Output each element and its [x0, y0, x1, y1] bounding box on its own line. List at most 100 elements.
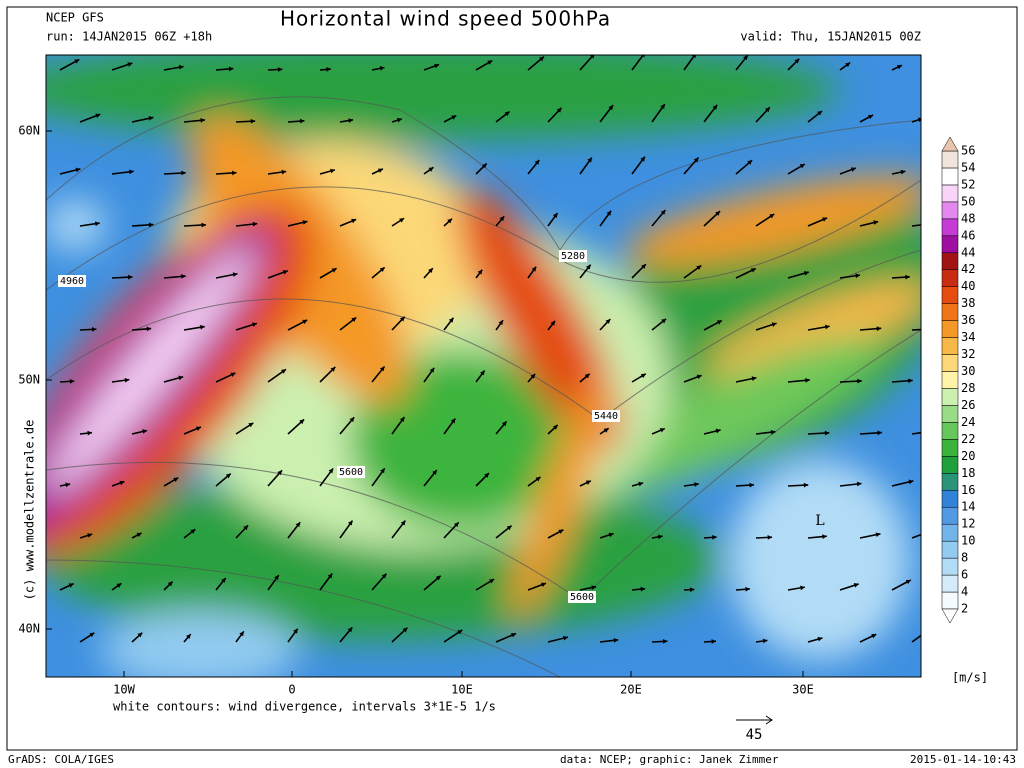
wind-arrow-head — [87, 533, 93, 538]
wind-arrow-head — [148, 115, 154, 121]
wind-arrow-head — [824, 430, 830, 436]
colorbar-label: 30 — [961, 364, 975, 378]
colorbar-label: 10 — [961, 534, 975, 548]
colorbar-label: 12 — [961, 517, 975, 531]
colorbar-label: 34 — [961, 330, 975, 344]
colorbar-over — [941, 136, 959, 152]
wind-arrow-head — [327, 573, 333, 579]
wind-arrow-head — [751, 376, 757, 382]
wind-arrow-head — [908, 378, 913, 384]
wind-vectors — [59, 55, 932, 644]
wind-arrow-head — [765, 107, 770, 113]
title: Horizontal wind speed 500hPa — [280, 7, 611, 31]
colorbar-swatch — [941, 354, 959, 372]
colorbar-label: 32 — [961, 347, 975, 361]
wind-arrow-head — [747, 160, 753, 165]
wind-arrow-head — [230, 372, 236, 377]
wind-arrow-head — [905, 579, 911, 585]
wind-arrow-head — [743, 55, 748, 61]
wind-arrow-head — [589, 55, 595, 59]
wind-arrow-head — [641, 264, 646, 269]
wind-arrow-head — [299, 419, 305, 425]
model: NCEP GFS — [46, 11, 104, 25]
credit: (c) www.modellzentrale.de — [23, 420, 37, 601]
wind-arrow-head — [295, 522, 301, 528]
wind-arrow-head — [379, 66, 385, 71]
wind-arrow-head — [429, 367, 435, 373]
colorbar-swatch — [941, 456, 959, 474]
lat-label: 40N — [18, 622, 40, 636]
wind-arrow-head — [252, 322, 257, 327]
wind-arrow-head — [799, 164, 805, 169]
wind-arrow — [911, 431, 921, 435]
wind-arrow-head — [696, 265, 702, 271]
wind-arrow-head — [856, 481, 862, 487]
wind-arrow-head — [558, 529, 564, 534]
colorbar-swatch — [941, 371, 959, 389]
contour-label-box — [559, 250, 587, 262]
wind-arrow-head — [586, 264, 591, 270]
wind-arrow-head — [770, 429, 776, 435]
wind-arrow-head — [181, 274, 186, 279]
colorbar-label: 48 — [961, 211, 975, 225]
wind-arrow-head — [400, 520, 406, 526]
wind-arrow-head — [200, 117, 205, 123]
wind-arrow-head — [803, 482, 809, 488]
wind-arrow-head — [822, 534, 827, 540]
wind-arrow-head — [281, 369, 286, 374]
wind-arrow-head — [638, 481, 644, 487]
colorbar-label: 44 — [961, 245, 975, 259]
wind-arrow-head — [146, 326, 152, 332]
wind-arrow-head — [875, 532, 881, 538]
wind-arrow-head — [845, 62, 851, 68]
wind-arrow-head — [178, 375, 184, 381]
wind-arrow-head — [745, 586, 750, 592]
colorbar-label: 42 — [961, 262, 975, 276]
colorbar-swatch — [941, 523, 959, 542]
wind-arrow-head — [552, 213, 558, 218]
wind-arrow-head — [927, 327, 932, 332]
wind-arrow-head — [228, 66, 234, 72]
wind-arrow-head — [379, 366, 385, 372]
colorbar-label: 14 — [961, 500, 975, 514]
wind-arrow-head — [691, 55, 696, 59]
wind-arrow-head — [351, 218, 357, 224]
lon-label: 20E — [620, 683, 642, 697]
colorbar-label: 4 — [961, 585, 968, 599]
colorbar-swatch — [941, 269, 959, 287]
wind-arrow-head — [877, 430, 882, 436]
wind-arrow-head — [167, 581, 173, 587]
wind-arrow-head — [873, 220, 879, 225]
wind-arrow-head — [534, 159, 540, 165]
wind-arrow-head — [550, 320, 556, 326]
colorbar-swatch — [941, 218, 959, 237]
wind-arrow-head — [136, 532, 142, 538]
wind-arrow-head — [689, 587, 695, 593]
wind-arrow-head — [137, 632, 143, 638]
wind-arrow-head — [330, 366, 336, 372]
wind-arrow-head — [281, 169, 287, 175]
wind-field — [46, 55, 932, 677]
footer-right: 2015-01-14-10:43 — [910, 753, 1016, 766]
colorbar-label: 16 — [961, 483, 975, 497]
wind-arrow-head — [349, 417, 355, 423]
wind-arrow-head — [448, 317, 454, 323]
wind-arrow-head — [282, 270, 288, 275]
wind-arrow-head — [380, 468, 385, 474]
wind-arrow-head — [87, 430, 92, 436]
wind-arrow-head — [817, 110, 823, 116]
wind-arrow-head — [712, 534, 717, 540]
wind-arrow — [911, 533, 921, 539]
wind-arrow-head — [277, 470, 283, 476]
wind-arrow-head — [539, 56, 544, 62]
wind-arrow-head — [805, 377, 810, 383]
wind-arrow-head — [396, 117, 402, 123]
wind-arrow-head — [824, 324, 830, 330]
wind-arrow-head — [274, 575, 279, 581]
outer-frame — [6, 6, 1018, 751]
wind-arrow-head — [591, 585, 597, 590]
wind-arrow-head — [501, 421, 507, 427]
wind-arrow-head — [200, 324, 205, 330]
colorbar-label: 46 — [961, 228, 975, 242]
wind-arrow-head — [498, 320, 504, 326]
